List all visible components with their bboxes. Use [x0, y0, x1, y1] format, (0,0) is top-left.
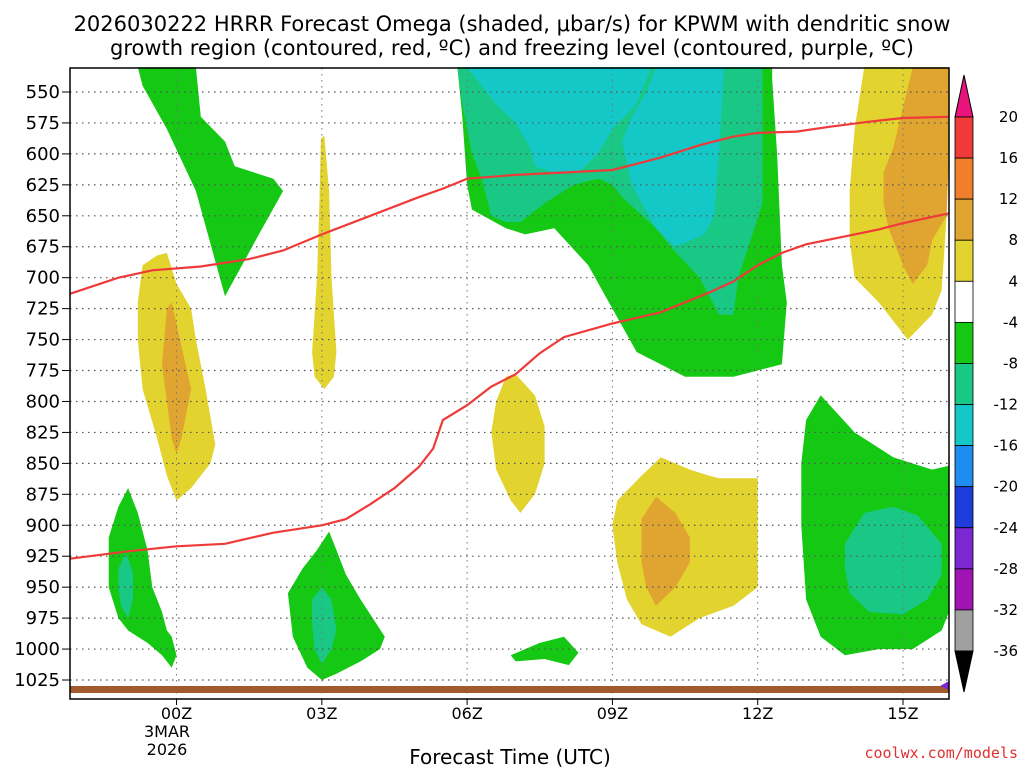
y-axis-ticks: 550 575 600 625 650 675 700 725 750 775 800 825 850 8… — [14, 82, 70, 691]
x-tick-label-03Z: 03Z — [306, 704, 337, 723]
y-tick-label-575: 575 — [26, 113, 60, 134]
x-tick-label-15Z: 15Z — [887, 704, 918, 723]
x-date-month: 3MAR — [144, 722, 190, 741]
grid-lines — [70, 68, 949, 699]
omega-region-15 — [287, 531, 385, 680]
y-tick-label-1025: 1025 — [14, 670, 60, 691]
x-date-year: 2026 — [147, 740, 188, 759]
omega-region-4 — [467, 67, 652, 173]
colorbar-swatch-2 — [954, 198, 974, 241]
colorbar-label-7: -12 — [994, 396, 1019, 414]
omega-shaded-regions — [108, 67, 949, 680]
chart-title-line-2: growth region (contoured, red, ºC) and f… — [110, 36, 914, 60]
omega-region-12 — [641, 496, 690, 606]
omega-region-10 — [491, 374, 545, 513]
x-tick-label-12Z: 12Z — [742, 704, 773, 723]
colorbar-label-9: -20 — [994, 478, 1019, 496]
colorbar-label-2: 12 — [999, 190, 1018, 208]
y-tick-label-625: 625 — [26, 175, 60, 196]
y-tick-label-925: 925 — [26, 546, 60, 567]
colorbar-label-1: 16 — [999, 149, 1018, 167]
colorbar-swatch-1 — [954, 157, 974, 200]
colorbar-label-5: -4 — [1003, 313, 1018, 331]
y-tick-label-1000: 1000 — [14, 639, 60, 660]
omega-region-19 — [510, 636, 579, 666]
ground-terrain — [70, 686, 949, 693]
colorbar-swatch-10 — [954, 527, 974, 570]
dgz-contours — [69, 115, 950, 560]
colorbar-swatch-3 — [954, 239, 974, 282]
y-tick-label-675: 675 — [26, 237, 60, 258]
y-tick-label-725: 725 — [26, 299, 60, 320]
y-tick-label-800: 800 — [26, 391, 60, 412]
plot-frame — [69, 67, 950, 700]
y-tick-label-900: 900 — [26, 515, 60, 536]
colorbar-label-6: -8 — [1003, 354, 1018, 372]
colorbar-swatch-0 — [954, 116, 974, 159]
x-tick-label-06Z: 06Z — [451, 704, 482, 723]
colorbar-label-0: 20 — [999, 108, 1018, 126]
x-tick-label-09Z: 09Z — [597, 704, 628, 723]
colorbar-label-10: -24 — [994, 519, 1019, 537]
colorbar-swatch-11 — [954, 568, 974, 611]
omega-region-18 — [118, 552, 133, 619]
colorbar-label-4: 4 — [1008, 272, 1018, 290]
dgz-upper-contour — [69, 115, 950, 295]
y-tick-label-750: 750 — [26, 330, 60, 351]
omega-region-9 — [312, 135, 337, 390]
y-tick-label-775: 775 — [26, 361, 60, 382]
y-tick-label-975: 975 — [26, 608, 60, 629]
plot-area — [69, 67, 950, 700]
colorbar-swatch-9 — [954, 486, 974, 529]
omega-region-0 — [137, 67, 284, 297]
colorbar-swatch-5 — [954, 321, 974, 364]
colorbar-swatch-6 — [954, 363, 974, 405]
omega-region-16 — [312, 587, 337, 664]
colorbar-swatch-7 — [954, 404, 974, 447]
colorbar-label-11: -28 — [994, 560, 1019, 578]
omega-region-8 — [162, 302, 192, 454]
colorbar-label-8: -16 — [994, 437, 1019, 455]
y-tick-label-825: 825 — [26, 422, 60, 443]
omega-region-6 — [883, 67, 949, 284]
freezing-level-marker — [940, 681, 949, 690]
y-tick-label-875: 875 — [26, 484, 60, 505]
chart-title-line-1: 2026030222 HRRR Forecast Omega (shaded, … — [74, 12, 951, 36]
omega-region-3 — [467, 67, 724, 247]
colorbar-swatch-4 — [954, 280, 974, 323]
x-axis-label: Forecast Time (UTC) — [409, 745, 611, 768]
y-tick-label-550: 550 — [26, 82, 60, 103]
x-axis-ticks: 00Z 03Z 06Z 09Z 12Z 15Z — [161, 699, 919, 723]
omega-region-17 — [108, 488, 177, 668]
y-tick-label-600: 600 — [26, 144, 60, 165]
colorbar-top-arrow — [954, 74, 974, 118]
dgz-lower-contour — [69, 212, 950, 560]
colorbar-label-13: -36 — [994, 642, 1019, 660]
y-tick-label-650: 650 — [26, 206, 60, 227]
colorbar-bottom-arrow — [954, 650, 974, 693]
colorbar: 20 16 12 8 4 -4 -8 -12 -16 -20 -24 -28 -32 -36 — [954, 74, 1019, 693]
y-tick-label-700: 700 — [26, 268, 60, 289]
colorbar-swatch-12 — [954, 609, 974, 652]
colorbar-swatch-8 — [954, 445, 974, 488]
credit-text: coolwx.com/models — [864, 744, 1018, 762]
colorbar-label-3: 8 — [1008, 231, 1018, 249]
x-tick-label-00Z: 00Z — [161, 704, 192, 723]
y-tick-label-950: 950 — [26, 577, 60, 598]
y-tick-label-850: 850 — [26, 453, 60, 474]
colorbar-label-12: -32 — [994, 601, 1019, 619]
